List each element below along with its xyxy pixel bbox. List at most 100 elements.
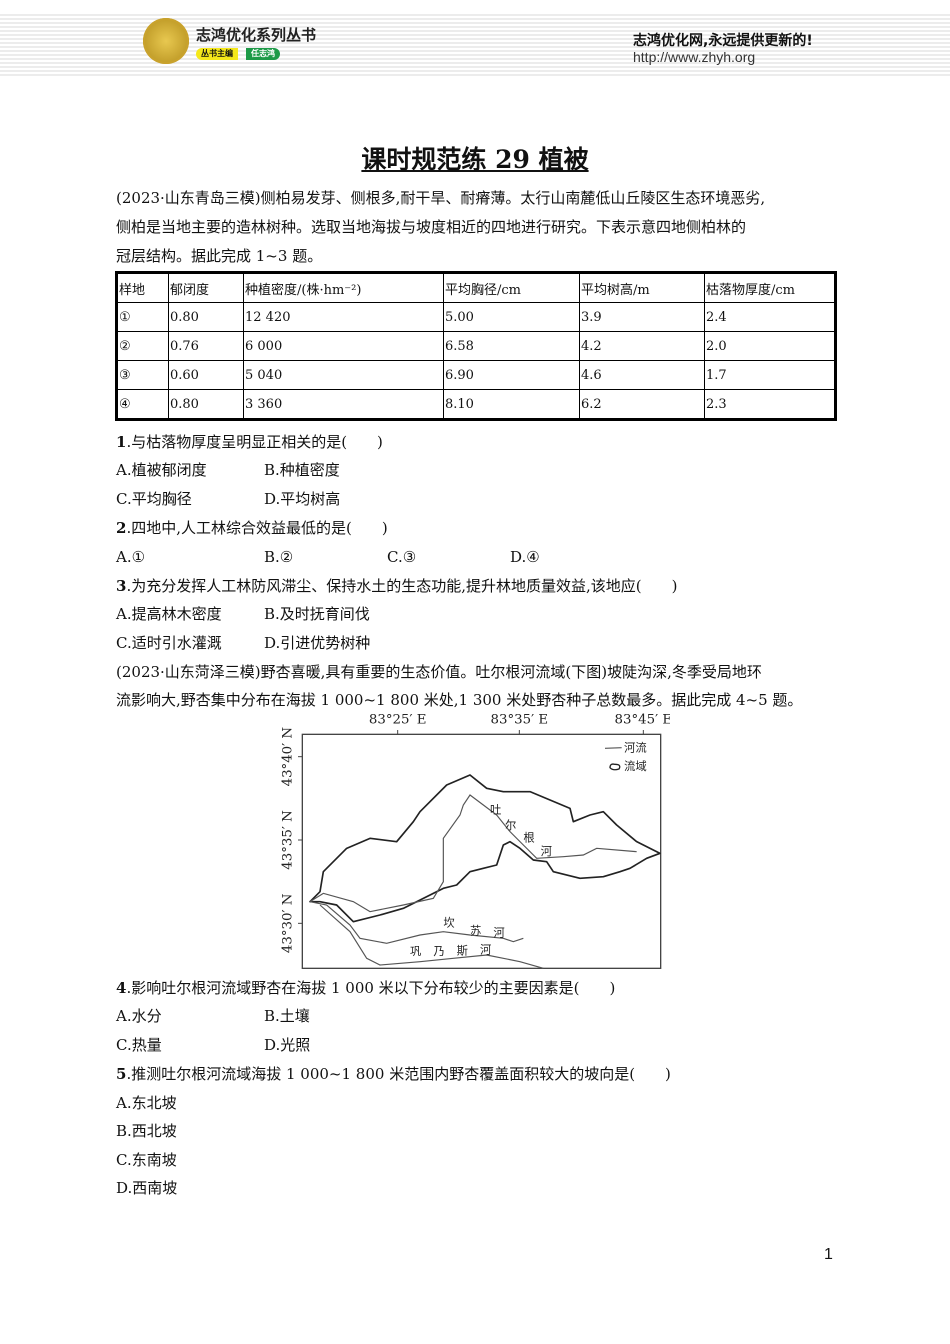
kansu-river [309,901,524,944]
legend-label: 流域 [624,759,647,773]
q2-option-d: D.④ [510,548,540,566]
legend-label: 河流 [624,741,647,755]
cell: 4.2 [579,331,705,361]
header-cell: 种植密度/(株·hm⁻²) [243,272,444,303]
intro-line: 流影响大,野杏集中分布在海拔 1 000~1 800 米处,1 300 米处野杏… [116,691,803,709]
cell: 3.9 [579,302,705,332]
river-label: 河 [541,844,552,858]
table-row: ③ 0.60 5 040 6.90 4.6 1.7 [116,360,836,390]
q4-option-d: D.光照 [264,1036,311,1054]
header-cell: 平均树高/m [579,272,705,303]
river-label: 斯 [457,943,468,957]
gongnaisi-river [319,904,544,969]
cell: 6.2 [579,389,705,420]
header-cell: 枯落物厚度/cm [704,272,836,303]
q4-option-b: B.土壤 [264,1007,310,1025]
river-label: 河 [493,926,504,940]
site-url[interactable]: http://www.zhyh.org [633,49,756,65]
cell: 5.00 [443,302,580,332]
question-3: 3.为充分发挥人工林防风滞尘、保持水土的生态功能,提升林地质量效益,该地应( ) [116,577,678,595]
q5-option-a: A.东北坡 [116,1094,177,1112]
cell: ① [116,302,169,332]
logo-seal-icon [143,18,189,64]
table-header-row: 样地 郁闭度 种植密度/(株·hm⁻²) 平均胸径/cm 平均树高/m 枯落物厚… [116,272,836,303]
river-label: 河 [480,942,491,956]
editor-name: 任志鸿 [246,48,280,60]
header-cell: 郁闭度 [168,272,244,303]
intro-line: 冠层结构。据此完成 1~3 题。 [116,247,323,265]
q3-option-b: B.及时抚育间伐 [264,605,370,623]
cell: ② [116,331,169,361]
river-basin-map: 83°25′ E 83°35′ E 83°45′ E 43°40′ N 43°3… [281,712,670,969]
lat-label: 43°30′ N [281,893,296,953]
q1-option-d: D.平均树高 [264,490,341,508]
cell: 6.90 [443,360,580,390]
cell: 0.60 [168,360,244,390]
intro-line: (2023·山东菏泽三模)野杏喜暖,具有重要的生态价值。吐尔根河流域(下图)坡陡… [116,663,762,681]
q4-option-c: C.热量 [116,1036,162,1054]
lat-label: 43°40′ N [281,727,296,787]
cell: 2.4 [704,302,836,332]
q5-option-c: C.东南坡 [116,1151,177,1169]
river-label: 巩 [410,944,421,958]
map-frame [301,733,662,969]
q3-option-d: D.引进优势树种 [264,634,371,652]
header-cell: 样地 [116,272,169,303]
cell: ③ [116,360,169,390]
cell: 0.80 [168,389,244,420]
table-row: ② 0.76 6 000 6.58 4.2 2.0 [116,331,836,361]
table-row: ① 0.80 12 420 5.00 3.9 2.4 [116,302,836,332]
cell: 0.80 [168,302,244,332]
q3-option-a: A.提高林木密度 [116,605,222,623]
cell: 5 040 [243,360,444,390]
cell: 4.6 [579,360,705,390]
page-title: 课时规范练 29 植被 [361,145,589,174]
q5-option-d: D.西南坡 [116,1179,178,1197]
tuergen-river [309,794,637,913]
header-cell: 平均胸径/cm [443,272,580,303]
cell: 2.0 [704,331,836,361]
cell: 0.76 [168,331,244,361]
q1-option-a: A.植被郁闭度 [116,461,207,479]
cell: 1.7 [704,360,836,390]
question-2: 2.四地中,人工林综合效益最低的是( ) [116,519,388,537]
lat-label: 43°35′ N [281,810,296,870]
river-label: 坎 [443,916,454,930]
intro-line: 侧柏是当地主要的造林树种。选取当地海拔与坡度相近的四地进行研究。下表示意四地侧柏… [116,218,747,236]
brand-name: 志鸿优化系列丛书 [196,26,317,44]
q3-option-c: C.适时引水灌溉 [116,634,222,652]
river-label: 尔 [505,818,516,832]
basin-boundary [309,774,661,923]
q2-option-c: C.③ [387,548,417,566]
q1-option-b: B.种植密度 [264,461,340,479]
intro-line: (2023·山东青岛三模)侧柏易发芽、侧根多,耐干旱、耐瘠薄。太行山南麓低山丘陵… [116,189,766,207]
legend-basin-icon [609,763,621,771]
river-label: 吐 [490,802,501,816]
editor-label: 丛书主编 [196,48,238,60]
lon-label: 83°45′ E [615,712,670,727]
lon-label: 83°35′ E [491,712,549,727]
data-table: 样地 郁闭度 种植密度/(株·hm⁻²) 平均胸径/cm 平均树高/m 枯落物厚… [115,271,837,421]
table-row: ④ 0.80 3 360 8.10 6.2 2.3 [116,389,836,420]
lon-label: 83°25′ E [369,712,427,727]
question-5: 5.推测吐尔根河流域海拔 1 000~1 800 米范围内野杏覆盖面积较大的坡向… [116,1065,671,1083]
q4-option-a: A.水分 [116,1007,162,1025]
page-number: 1 [824,1246,833,1263]
q2-option-a: A.① [116,548,146,566]
cell: 6.58 [443,331,580,361]
question-1: 1.与枯落物厚度呈明显正相关的是( ) [116,433,383,451]
cell: ④ [116,389,169,420]
river-label: 苏 [470,923,481,937]
cell: 2.3 [704,389,836,420]
river-label: 乃 [433,944,444,958]
cell: 12 420 [243,302,444,332]
q1-option-c: C.平均胸径 [116,490,192,508]
cell: 8.10 [443,389,580,420]
cell: 3 360 [243,389,444,420]
legend-river-icon [604,747,622,749]
cell: 6 000 [243,331,444,361]
slogan: 志鸿优化网,永远提供更新的! [633,33,813,49]
q2-option-b: B.② [264,548,294,566]
river-label: 根 [523,831,534,845]
